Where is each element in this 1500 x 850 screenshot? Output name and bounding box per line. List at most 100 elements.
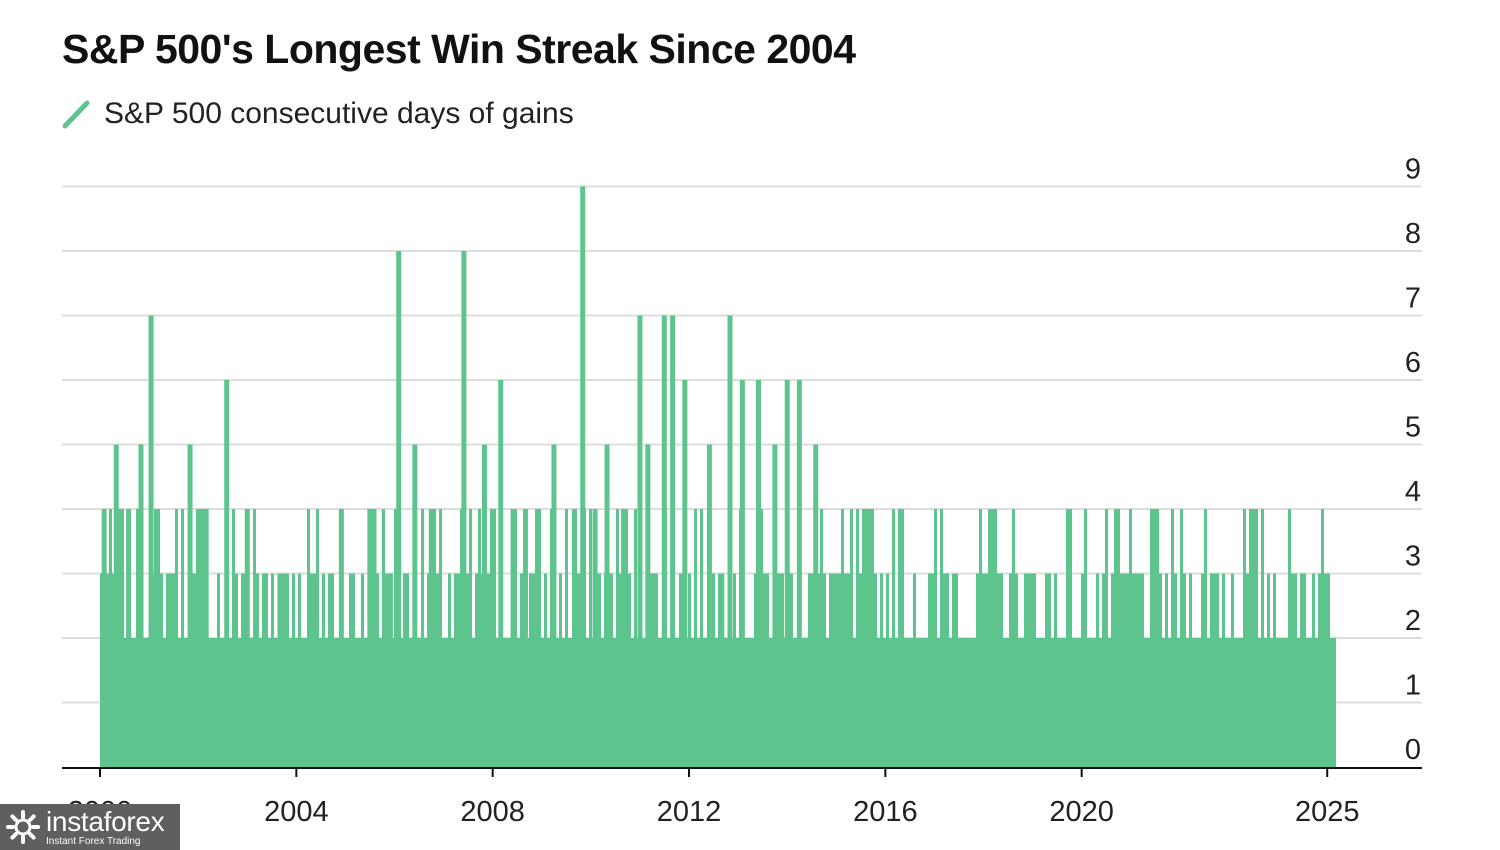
x-tick-label: 2016 bbox=[853, 796, 918, 828]
streak-bar bbox=[1267, 573, 1270, 767]
streak-bar bbox=[1213, 573, 1216, 767]
streak-bar bbox=[475, 573, 478, 767]
streak-peak bbox=[670, 315, 676, 767]
streak-bar bbox=[1150, 509, 1153, 767]
streak-bar bbox=[826, 638, 829, 767]
streak-bar bbox=[1015, 573, 1018, 767]
streak-bar bbox=[313, 573, 316, 767]
streak-bar bbox=[400, 638, 403, 767]
streak-peak bbox=[739, 380, 745, 767]
streak-bar bbox=[697, 638, 700, 767]
streak-bar bbox=[376, 573, 379, 767]
streak-bar bbox=[871, 509, 874, 767]
y-tick-label: 2 bbox=[1405, 605, 1421, 637]
streak-peak bbox=[661, 315, 667, 767]
streak-bar bbox=[1105, 509, 1108, 767]
streak-peak bbox=[522, 509, 528, 767]
streak-bar bbox=[1180, 509, 1183, 767]
streak-bar bbox=[1141, 573, 1144, 767]
streak-bar bbox=[1216, 573, 1219, 767]
streak-bar bbox=[1306, 638, 1309, 767]
streak-bar bbox=[1294, 573, 1297, 767]
streak-bar bbox=[145, 638, 148, 767]
streak-bar bbox=[598, 573, 601, 767]
streak-bar bbox=[1333, 638, 1336, 767]
streak-peak bbox=[592, 509, 598, 767]
streak-bar bbox=[985, 573, 988, 767]
streak-bar bbox=[1009, 573, 1012, 767]
streak-bar bbox=[322, 573, 325, 767]
streak-peak bbox=[148, 315, 154, 767]
y-tick-label: 3 bbox=[1405, 541, 1421, 573]
streak-bar bbox=[1111, 573, 1114, 767]
streak-bar bbox=[928, 573, 931, 767]
streak-bar bbox=[958, 638, 961, 767]
streak-bar bbox=[361, 573, 364, 767]
streak-bar bbox=[1078, 638, 1081, 767]
streak-bar bbox=[892, 509, 895, 767]
streak-bar bbox=[1075, 638, 1078, 767]
streak-bar bbox=[982, 573, 985, 767]
streak-bar bbox=[193, 573, 196, 767]
streak-peak bbox=[580, 186, 586, 767]
streak-bar bbox=[454, 573, 457, 767]
streak-bar bbox=[472, 638, 475, 767]
streak-bar bbox=[298, 573, 301, 767]
streak-bar bbox=[1036, 638, 1039, 767]
streak-bar bbox=[439, 509, 442, 767]
streak-peak bbox=[428, 509, 434, 767]
streak-bar bbox=[643, 638, 646, 767]
streak-bar bbox=[556, 638, 559, 767]
streak-peak bbox=[461, 251, 467, 767]
streak-bar bbox=[853, 638, 856, 767]
streak-bar bbox=[1273, 573, 1276, 767]
streak-bar bbox=[1051, 638, 1054, 767]
streak-bar bbox=[106, 573, 109, 767]
streak-bar bbox=[880, 573, 883, 767]
streak-bar bbox=[817, 573, 820, 767]
streak-bar bbox=[1207, 638, 1210, 767]
streak-bar bbox=[199, 509, 202, 767]
streak-bar bbox=[1261, 509, 1264, 767]
streak-bar bbox=[625, 509, 628, 767]
streak-bar bbox=[307, 509, 310, 767]
streak-bar bbox=[289, 638, 292, 767]
streak-bar bbox=[253, 509, 256, 767]
streak-peak bbox=[772, 444, 778, 767]
streak-bar bbox=[1285, 638, 1288, 767]
streak-bar bbox=[1255, 509, 1258, 767]
gear-logo-icon bbox=[6, 810, 40, 844]
streak-bar bbox=[748, 638, 751, 767]
streak-bar bbox=[1114, 509, 1117, 767]
streak-peak bbox=[604, 444, 610, 767]
streak-bar bbox=[118, 509, 121, 767]
streak-bar bbox=[493, 509, 496, 767]
streak-bar bbox=[241, 573, 244, 767]
streak-bar bbox=[820, 509, 823, 767]
streak-bar bbox=[808, 573, 811, 767]
streak-bar bbox=[184, 638, 187, 767]
streak-bar bbox=[1054, 573, 1057, 767]
streak-bar bbox=[1147, 638, 1150, 767]
streak-bar bbox=[337, 638, 340, 767]
x-tick-label: 2012 bbox=[657, 796, 722, 828]
streak-bar bbox=[1162, 638, 1165, 767]
streak-peak bbox=[338, 509, 344, 767]
streak-bar bbox=[358, 638, 361, 767]
streak-bar bbox=[1291, 573, 1294, 767]
streak-bar bbox=[442, 638, 445, 767]
streak-bar bbox=[832, 573, 835, 767]
streak-bar bbox=[457, 573, 460, 767]
streak-bar bbox=[421, 509, 424, 767]
streak-peak bbox=[387, 573, 393, 767]
streak-bar bbox=[829, 573, 832, 767]
streak-bar bbox=[208, 638, 211, 767]
streak-peak bbox=[396, 251, 402, 767]
streak-peak bbox=[171, 573, 177, 767]
streak-bar bbox=[724, 638, 727, 767]
streak-bar bbox=[427, 573, 430, 767]
streak-bar bbox=[997, 573, 1000, 767]
streak-bar bbox=[1258, 638, 1261, 767]
streak-bar bbox=[232, 509, 235, 767]
streak-bar bbox=[121, 509, 124, 767]
